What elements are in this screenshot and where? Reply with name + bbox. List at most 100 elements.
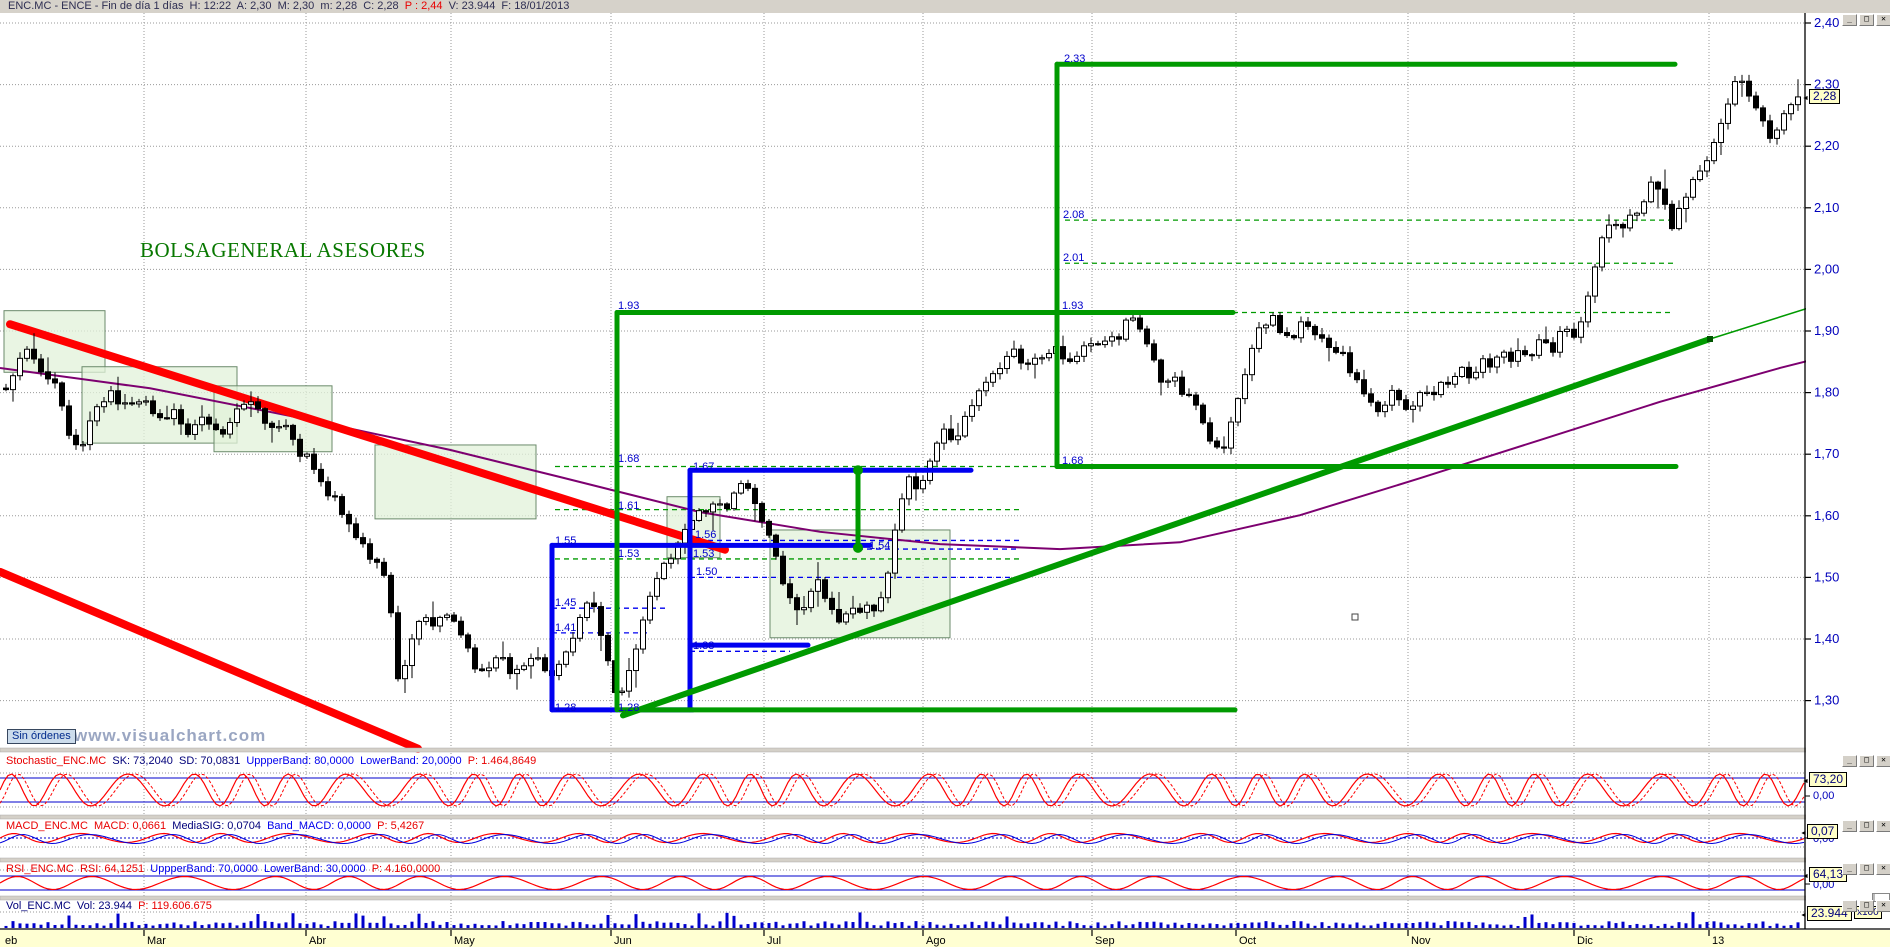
maximize-icon[interactable]: □ xyxy=(1859,900,1874,912)
macd-pane xyxy=(0,819,1805,858)
stochastic-value-badge: ◄ 73,20 xyxy=(1802,772,1848,787)
close-icon[interactable]: ✕ xyxy=(1876,14,1890,26)
svg-text:1.45: 1.45 xyxy=(555,597,576,609)
rsi-bands: UppperBand: 70,0000 LowerBand: 30,0000 xyxy=(150,863,372,875)
svg-text:2,20: 2,20 xyxy=(1814,138,1839,153)
maximize-icon[interactable]: □ xyxy=(1859,820,1874,832)
svg-text:1.50: 1.50 xyxy=(696,566,717,578)
svg-text:1.55: 1.55 xyxy=(555,535,576,547)
analyst-annotation-text: BOLSAGENERAL ASESORES xyxy=(140,238,426,262)
macd-indicator-label: MACD_ENC.MC MACD: 0,0661 MediaSIG: 0,070… xyxy=(6,820,424,832)
stochastic-arrow-icon: ◄ xyxy=(1802,778,1809,785)
stochastic-pane-window-controls: _ □ ✕ xyxy=(1842,755,1890,767)
no-orders-button[interactable]: Sin órdenes xyxy=(7,729,76,744)
rsi-p: P: 4.160,0000 xyxy=(371,863,441,875)
title-p-value: P : 2,44 xyxy=(404,0,443,12)
square-marker xyxy=(1351,613,1359,621)
rsi-arrow-icon: ◄ xyxy=(1802,873,1809,880)
minimize-icon[interactable]: _ xyxy=(1842,820,1857,832)
svg-text:Ago: Ago xyxy=(926,935,946,947)
svg-text:1.93: 1.93 xyxy=(618,300,639,312)
svg-text:13: 13 xyxy=(1712,935,1724,947)
minimize-icon[interactable]: _ xyxy=(1842,14,1857,26)
svg-text:1.28: 1.28 xyxy=(618,702,639,714)
svg-text:1,70: 1,70 xyxy=(1814,446,1839,461)
svg-text:1.53: 1.53 xyxy=(618,548,639,560)
stochastic-pane xyxy=(0,753,1805,815)
volume-name-value: Vol_ENC.MC Vol: 23.944 xyxy=(6,900,139,912)
rsi-name-value: RSI_ENC.MC RSI: 64,1251 xyxy=(6,863,151,875)
svg-text:1,50: 1,50 xyxy=(1814,569,1839,584)
svg-text:1.38: 1.38 xyxy=(693,640,714,652)
svg-text:2.33: 2.33 xyxy=(1064,53,1085,65)
macd-current-value: 0,07 xyxy=(1811,824,1835,838)
rsi-pane-window-controls: _ □ ✕ xyxy=(1842,863,1890,875)
volume-pane xyxy=(0,900,1805,929)
macd-p: P: 5,4267 xyxy=(377,820,425,832)
svg-text:Oct: Oct xyxy=(1239,935,1256,947)
svg-text:1.67: 1.67 xyxy=(693,461,714,473)
visualchart-watermark: www.visualchart.com xyxy=(74,726,267,745)
svg-text:2,00: 2,00 xyxy=(1814,261,1839,276)
svg-text:1.56: 1.56 xyxy=(695,529,716,541)
svg-text:Dic: Dic xyxy=(1577,935,1593,947)
stochastic-indicator-label: Stochastic_ENC.MC SK: 73,2040 SD: 70,083… xyxy=(6,755,536,767)
svg-text:2,40: 2,40 xyxy=(1814,15,1839,30)
green-dashed-levels xyxy=(555,219,1673,560)
maximize-icon[interactable]: □ xyxy=(1859,755,1874,767)
close-icon[interactable]: ✕ xyxy=(1876,755,1890,767)
minimize-icon[interactable]: _ xyxy=(1842,863,1857,875)
svg-text:Abr: Abr xyxy=(309,935,326,947)
svg-text:2.01: 2.01 xyxy=(1063,252,1084,264)
close-icon[interactable]: ✕ xyxy=(1876,900,1890,912)
svg-text:Jul: Jul xyxy=(767,935,781,947)
time-axis: eb Mar Abr May Jun Jul Ago Sep Oct Nov Dic 13 xyxy=(0,928,1890,947)
volume-value-badge: ◄ 23.944 xyxy=(1800,906,1852,921)
macd-name: MACD_ENC.MC xyxy=(6,820,95,832)
svg-text:Mar: Mar xyxy=(147,935,166,947)
maximize-icon[interactable]: □ xyxy=(1859,14,1874,26)
svg-text:1.28: 1.28 xyxy=(555,702,576,714)
current-price-badge: ◄ 2,28 xyxy=(1802,89,1841,104)
svg-text:May: May xyxy=(454,935,475,947)
macd-arrow-icon: ◄ xyxy=(1800,830,1807,837)
close-icon[interactable]: ✕ xyxy=(1876,820,1890,832)
svg-text:2,10: 2,10 xyxy=(1814,200,1839,215)
close-icon[interactable]: ✕ xyxy=(1876,863,1890,875)
stochastic-bands: UppperBand: 80,0000 LowerBand: 20,0000 xyxy=(246,755,468,767)
svg-text:Jun: Jun xyxy=(614,935,632,947)
green-annotation-lines xyxy=(614,61,1890,719)
minimize-icon[interactable]: _ xyxy=(1842,755,1857,767)
stochastic-axis-zero-label: 0,00 xyxy=(1813,790,1835,802)
current-price-value: 2,28 xyxy=(1813,89,1837,103)
volume-pane-window-controls: _ □ ✕ xyxy=(1842,900,1890,912)
volume-bars xyxy=(4,912,1800,928)
volume-p: P: 119.606.675 xyxy=(138,900,212,912)
svg-text:2.08: 2.08 xyxy=(1063,209,1084,221)
svg-text:eb: eb xyxy=(5,935,17,947)
macd-band-value: Band_MACD: 0,0000 xyxy=(267,820,378,832)
blue-dashed-levels xyxy=(552,539,1020,652)
svg-text:1,60: 1,60 xyxy=(1814,508,1839,523)
rsi-indicator-label: RSI_ENC.MC RSI: 64,1251 UppperBand: 70,0… xyxy=(6,863,440,875)
rsi-axis-zero-label: 0,00 xyxy=(1813,879,1835,891)
maximize-icon[interactable]: □ xyxy=(1859,863,1874,875)
svg-text:1.54: 1.54 xyxy=(869,540,890,552)
macd-value: MACD: 0,0661 xyxy=(94,820,173,832)
svg-text:1,40: 1,40 xyxy=(1814,631,1839,646)
volume-arrow-icon: ◄ xyxy=(1800,912,1807,919)
pane-separators xyxy=(0,747,1890,901)
price-level-labels: 2.33 2.08 2.01 1.93 1.93 1.68 1.68 1.67 1.61 1.56… xyxy=(555,53,1085,714)
rsi-current-value: 64,13 xyxy=(1813,867,1844,881)
rsi-value-badge: ◄ 64,13 xyxy=(1802,867,1848,882)
svg-text:1.61: 1.61 xyxy=(618,500,639,512)
purple-moving-average xyxy=(0,339,1890,551)
price-pane-window-controls: _ □ ✕ xyxy=(1842,14,1890,26)
stochastic-name: Stochastic_ENC.MC xyxy=(6,755,113,767)
macd-value-badge: ◄ 0,07 xyxy=(1800,824,1839,839)
rsi-pane xyxy=(0,862,1805,896)
svg-text:1.41: 1.41 xyxy=(555,622,576,634)
minimize-icon[interactable]: _ xyxy=(1842,900,1857,912)
